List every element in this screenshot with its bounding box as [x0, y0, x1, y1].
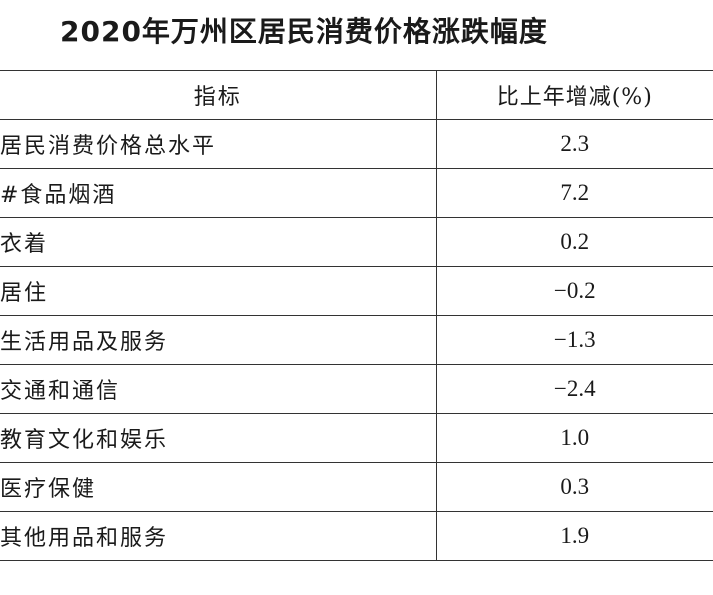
table-row: 生活用品及服务 −1.3 [0, 315, 713, 365]
row-label-clothing: 衣着 [0, 217, 437, 267]
page-title: 2020年万州区居民消费价格涨跌幅度 [60, 15, 548, 48]
row-label-total: 居民消费价格总水平 [0, 119, 437, 169]
table-row: #食品烟酒 7.2 [0, 168, 713, 218]
row-label-transport-communication: 交通和通信 [0, 364, 437, 414]
table-row: 医疗保健 0.3 [0, 462, 713, 512]
row-value-transport-communication: −2.4 [436, 364, 713, 414]
table-row: 交通和通信 −2.4 [0, 364, 713, 414]
price-change-table: 指标 比上年增减(%) 居民消费价格总水平 2.3 #食品烟酒 7.2 衣着 0… [0, 70, 713, 561]
table-row: 衣着 0.2 [0, 217, 713, 267]
row-label-household-goods: 生活用品及服务 [0, 315, 437, 365]
row-label-other-goods-services: 其他用品和服务 [0, 511, 437, 561]
table-row: 其他用品和服务 1.9 [0, 511, 713, 561]
row-label-food-tobacco-liquor: #食品烟酒 [0, 168, 437, 218]
row-label-education-culture-entertainment: 教育文化和娱乐 [0, 413, 437, 463]
column-header-change: 比上年增减(%) [436, 70, 713, 120]
table-row: 居民消费价格总水平 2.3 [0, 119, 713, 169]
table-header-row: 指标 比上年增减(%) [0, 70, 713, 120]
row-value-healthcare: 0.3 [436, 462, 713, 512]
table-row: 教育文化和娱乐 1.0 [0, 413, 713, 463]
row-value-clothing: 0.2 [436, 217, 713, 267]
row-value-other-goods-services: 1.9 [436, 511, 713, 561]
row-value-total: 2.3 [436, 119, 713, 169]
row-label-healthcare: 医疗保健 [0, 462, 437, 512]
row-value-household-goods: −1.3 [436, 315, 713, 365]
row-label-housing: 居住 [0, 266, 437, 316]
row-value-housing: −0.2 [436, 266, 713, 316]
row-value-education-culture-entertainment: 1.0 [436, 413, 713, 463]
row-value-food-tobacco-liquor: 7.2 [436, 168, 713, 218]
table-row: 居住 −0.2 [0, 266, 713, 316]
column-header-indicator: 指标 [0, 70, 437, 120]
